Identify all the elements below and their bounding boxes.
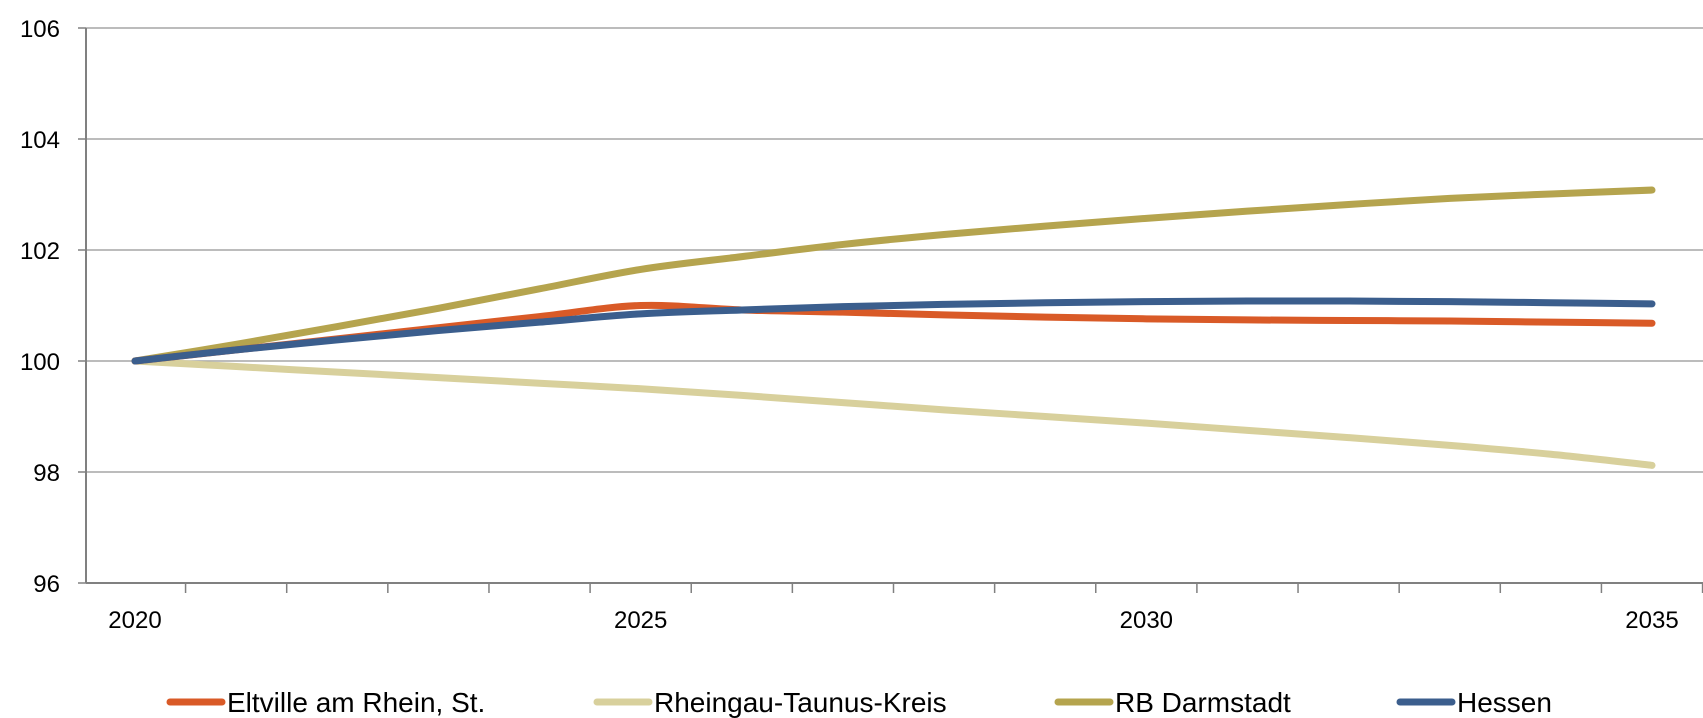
x-tick-label-2030: 2030 <box>1120 607 1173 634</box>
y-tick-label-100: 100 <box>20 349 60 376</box>
series-lines <box>131 186 1656 469</box>
y-tick-label-106: 106 <box>20 16 60 43</box>
legend: Eltville am Rhein, St. Rheingau-Taunus-Kr… <box>166 687 1552 718</box>
x-tick-label-2020: 2020 <box>108 607 161 634</box>
y-tick-label-104: 104 <box>20 127 60 154</box>
series-line-rheingau-taunus-kreis <box>131 357 1656 469</box>
grid-lines <box>86 27 1703 473</box>
y-tick-label-98: 98 <box>33 460 60 487</box>
legend-label: Hessen <box>1457 687 1552 718</box>
series-line-eltville-am-rhein-st <box>131 301 1656 365</box>
y-tick-label-96: 96 <box>33 571 60 598</box>
x-tick-label-2035: 2035 <box>1625 607 1678 634</box>
legend-label: Rheingau-Taunus-Kreis <box>654 687 947 718</box>
series-line-rb-darmstadt <box>131 186 1656 365</box>
series-line-hessen <box>131 297 1656 365</box>
x-tick-labels: 2020 2025 2030 2035 <box>108 583 1703 634</box>
y-tick-labels: 96 98 100 102 104 106 <box>20 16 86 598</box>
legend-label: Eltville am Rhein, St. <box>227 687 485 718</box>
y-tick-label-102: 102 <box>20 238 60 265</box>
x-tick-label-2025: 2025 <box>614 607 667 634</box>
legend-label: RB Darmstadt <box>1115 687 1291 718</box>
axes <box>85 28 1703 584</box>
